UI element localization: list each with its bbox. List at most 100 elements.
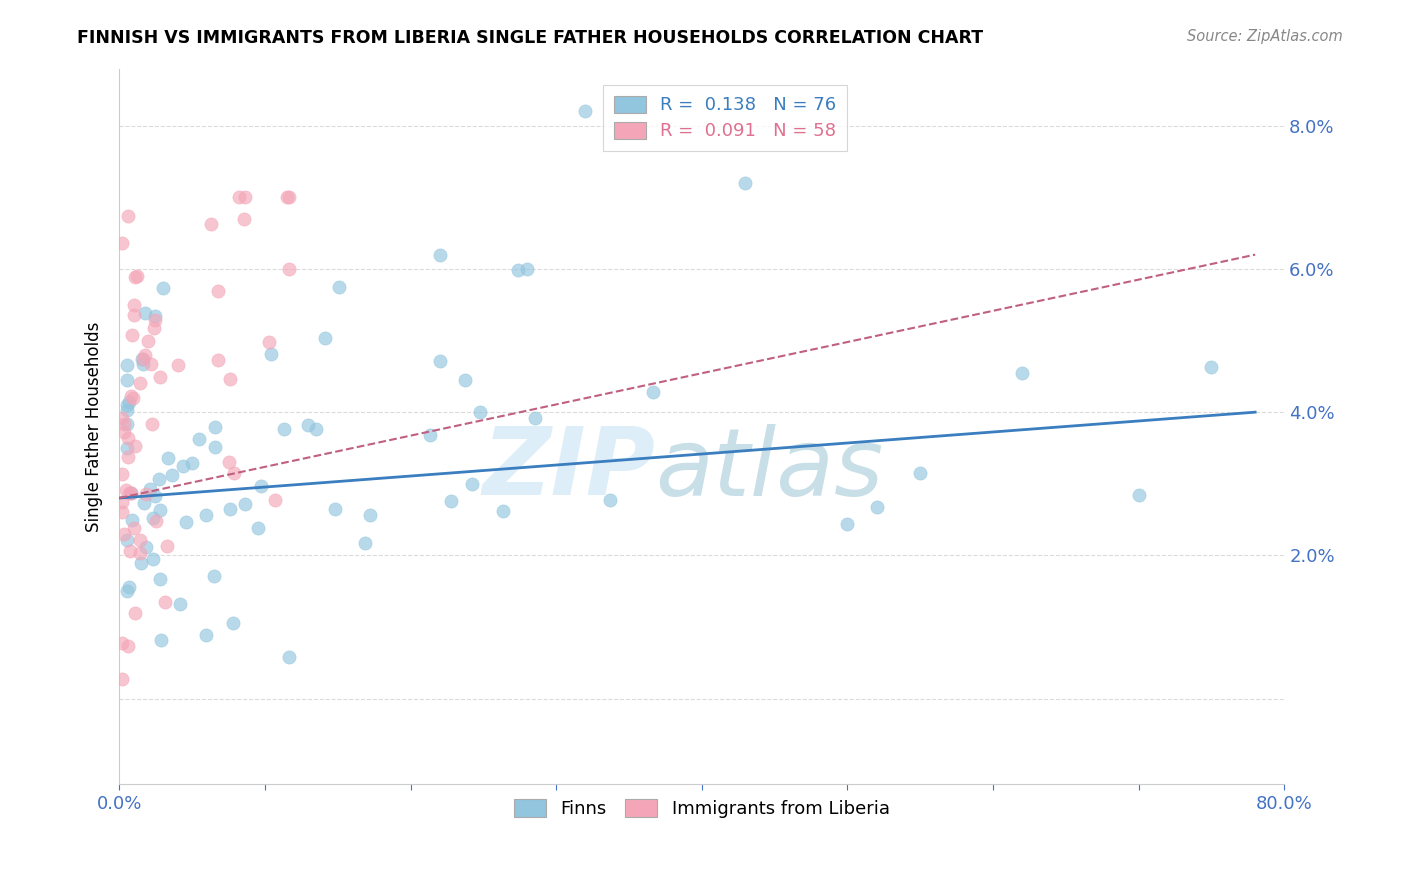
Point [117,584,139,599]
Point [141,417,163,431]
Point [328,280,350,294]
Point [837,516,859,531]
Point [354,536,377,550]
Point [111,673,134,687]
Point [142,321,165,335]
Point [118,581,141,595]
Point [172,458,194,473]
Point [257,334,280,349]
Point [111,235,134,250]
Point [1201,359,1223,374]
Point [218,455,240,469]
Point [152,280,174,294]
Point [117,639,139,653]
Point [149,370,172,384]
Point [305,421,328,435]
Point [117,432,139,446]
Point [222,616,245,631]
Point [145,489,167,503]
Text: atlas: atlas [655,424,883,515]
Point [134,306,156,320]
Point [120,389,142,403]
Point [117,450,139,464]
Point [111,636,134,650]
Point [233,497,256,511]
Point [141,358,163,372]
Point [323,502,346,516]
Point [187,433,209,447]
Point [111,467,134,481]
Point [440,494,463,508]
Point [174,515,197,529]
Point [112,425,135,439]
Point [194,628,217,642]
Point [228,190,250,204]
Point [1128,488,1150,502]
Point [118,486,141,500]
Point [111,495,134,509]
Point [278,262,301,277]
Point [277,650,299,665]
Point [120,486,142,500]
Point [194,508,217,523]
Point [599,492,621,507]
Point [111,411,134,425]
Point [259,347,281,361]
Point [204,420,226,434]
Point [200,218,222,232]
Point [121,392,143,406]
Point [276,190,298,204]
Point [115,483,138,498]
Point [122,298,145,312]
Point [207,284,229,298]
Text: Source: ZipAtlas.com: Source: ZipAtlas.com [1187,29,1343,45]
Point [297,417,319,432]
Point [153,595,176,609]
Point [132,495,155,509]
Point [118,394,141,409]
Point [908,466,931,480]
Point [156,450,179,465]
Point [112,417,135,431]
Point [115,417,138,432]
Point [160,468,183,483]
Point [142,552,165,566]
Point [112,527,135,541]
Point [167,358,190,372]
Point [129,533,152,547]
Point [131,351,153,366]
Point [124,607,146,621]
Point [169,597,191,611]
Point [233,190,256,204]
Point [124,270,146,285]
Point [129,556,152,570]
Point [429,247,451,261]
Point [419,427,441,442]
Point [148,472,170,486]
Point [111,505,134,519]
Point [247,521,270,535]
Point [1011,367,1033,381]
Text: ZIP: ZIP [482,424,655,516]
Point [468,405,491,419]
Point [120,485,142,500]
Point [145,514,167,528]
Point [461,477,484,491]
Point [124,439,146,453]
Legend: Finns, Immigrants from Liberia: Finns, Immigrants from Liberia [506,792,897,825]
Point [641,384,664,399]
Point [218,372,240,386]
Point [359,508,381,522]
Point [277,190,299,204]
Point [115,358,138,372]
Point [232,212,254,227]
Point [250,479,273,493]
Point [143,309,166,323]
Point [516,262,538,277]
Point [574,104,596,119]
Point [125,269,148,284]
Point [264,493,287,508]
Point [138,334,160,348]
Point [134,348,156,362]
Point [865,500,887,515]
